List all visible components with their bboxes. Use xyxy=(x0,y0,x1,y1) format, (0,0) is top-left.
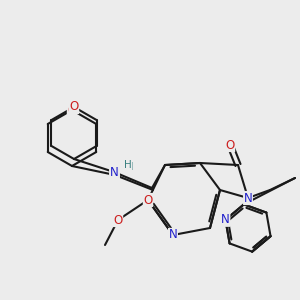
Text: O: O xyxy=(113,214,123,226)
Text: N: N xyxy=(110,166,118,178)
Text: N: N xyxy=(169,229,177,242)
Text: O: O xyxy=(68,103,76,116)
Text: N: N xyxy=(111,169,119,182)
Text: H: H xyxy=(124,160,132,170)
Text: N: N xyxy=(221,213,230,226)
Text: O: O xyxy=(225,139,235,152)
Text: O: O xyxy=(69,100,79,113)
Text: O: O xyxy=(143,194,153,206)
Text: N: N xyxy=(169,229,177,242)
Text: H: H xyxy=(126,162,134,172)
Text: N: N xyxy=(244,191,252,205)
